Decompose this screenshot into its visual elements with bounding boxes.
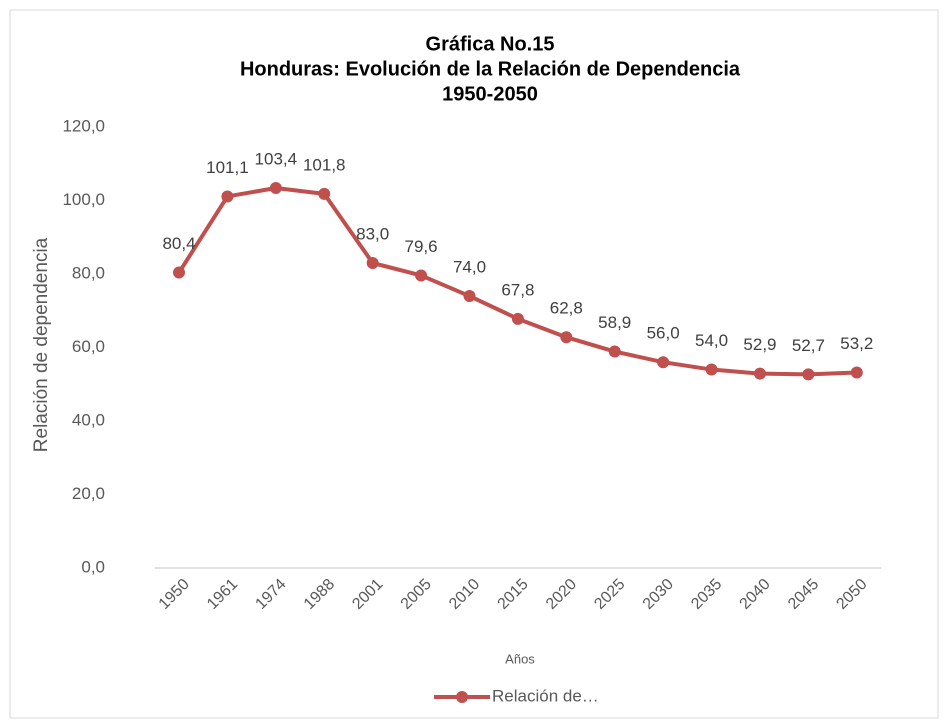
data-label: 80,4 — [162, 234, 195, 253]
data-point — [753, 367, 766, 380]
y-tick-label: 60,0 — [72, 337, 105, 356]
chart-title: Honduras: Evolución de la Relación de De… — [240, 58, 741, 80]
y-tick-label: 40,0 — [72, 410, 105, 429]
data-label: 101,8 — [303, 155, 346, 174]
data-label: 79,6 — [405, 237, 438, 256]
y-axis-title: Relación de dependencia — [31, 237, 52, 452]
legend-label: Relación de… — [492, 686, 599, 705]
data-point — [269, 182, 282, 195]
chart-title: Gráfica No.15 — [426, 33, 555, 55]
data-point — [657, 356, 670, 369]
y-tick-label: 0,0 — [81, 557, 105, 576]
data-point — [415, 269, 428, 282]
y-tick-label: 80,0 — [72, 263, 105, 282]
data-label: 101,1 — [206, 158, 249, 177]
data-label: 53,2 — [840, 334, 873, 353]
data-label: 74,0 — [453, 258, 486, 277]
data-point — [318, 187, 331, 200]
data-point — [608, 345, 621, 358]
data-label: 56,0 — [647, 324, 680, 343]
data-point — [511, 312, 524, 325]
y-tick-label: 20,0 — [72, 484, 105, 503]
data-label: 103,4 — [255, 149, 298, 168]
data-point — [221, 190, 234, 203]
x-axis-title: Años — [505, 651, 535, 666]
data-point — [802, 368, 815, 381]
chart-title: 1950-2050 — [442, 83, 538, 105]
data-label: 67,8 — [501, 280, 534, 299]
data-point — [463, 290, 476, 303]
data-label: 62,8 — [550, 299, 583, 318]
data-point — [560, 331, 573, 344]
legend-marker — [456, 691, 468, 703]
data-label: 58,9 — [598, 313, 631, 332]
y-tick-label: 100,0 — [62, 190, 105, 209]
data-point — [173, 266, 186, 279]
data-point — [705, 363, 718, 376]
data-label: 52,9 — [743, 335, 776, 354]
y-tick-label: 120,0 — [62, 116, 105, 135]
data-label: 54,0 — [695, 331, 728, 350]
data-point — [850, 366, 863, 379]
chart-frame — [9, 9, 939, 719]
data-label: 52,7 — [792, 336, 825, 355]
data-point — [366, 256, 379, 269]
data-label: 83,0 — [356, 224, 389, 243]
